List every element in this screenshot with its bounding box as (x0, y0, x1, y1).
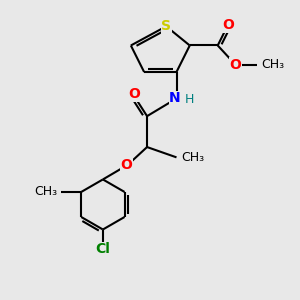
Text: CH₃: CH₃ (261, 58, 284, 71)
Text: CH₃: CH₃ (181, 151, 204, 164)
Text: O: O (121, 158, 132, 172)
Text: Cl: Cl (95, 242, 110, 256)
Text: N: N (169, 92, 181, 106)
Text: O: O (230, 58, 241, 72)
Text: O: O (128, 87, 140, 101)
Text: O: O (222, 18, 234, 32)
Text: S: S (161, 19, 171, 33)
Text: CH₃: CH₃ (34, 185, 57, 199)
Text: H: H (185, 93, 194, 106)
